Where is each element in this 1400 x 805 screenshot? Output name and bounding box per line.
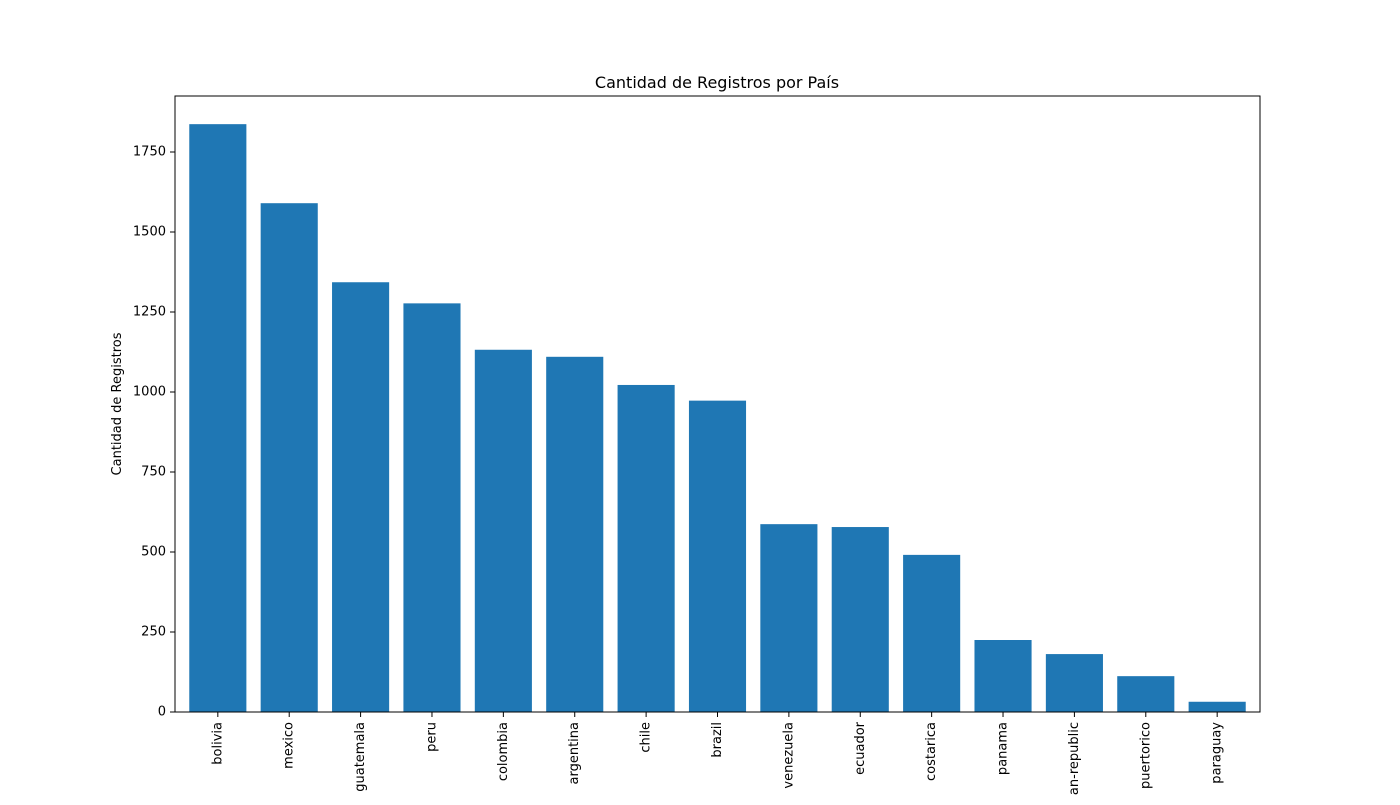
y-tick-label: 1000 — [133, 385, 166, 400]
x-axis: bolivia mexico guatemala peru colombia argent… — [210, 712, 1225, 795]
x-tick-label: chile — [639, 722, 654, 753]
x-tick-label: paraguay — [1210, 722, 1225, 784]
y-tick-label: 500 — [141, 545, 166, 560]
x-tick-label: ecuador — [853, 721, 868, 775]
bar-argentina — [546, 356, 604, 712]
bar-costarica — [903, 554, 961, 712]
plot-frame — [174, 95, 1261, 713]
x-tick-label: bolivia — [210, 722, 225, 765]
y-axis-label: Cantidad de Registros — [110, 332, 125, 475]
x-tick-label: peru — [424, 722, 439, 752]
x-tick-label: puertorico — [1138, 722, 1153, 789]
bar-ecuador — [831, 527, 889, 712]
y-tick-label: 750 — [141, 465, 166, 480]
bar-guatemala — [332, 282, 390, 712]
bar-paraguay — [1188, 701, 1246, 712]
chart-title: Cantidad de Registros por País — [595, 73, 839, 92]
x-tick-label: guatemala — [353, 722, 368, 792]
bar-bolivia — [189, 124, 247, 712]
y-tick-label: 1500 — [133, 225, 166, 240]
y-tick-label: 1750 — [133, 145, 166, 160]
bar-chile — [617, 384, 675, 712]
x-tick-label: brazil — [710, 722, 725, 758]
x-tick-label: colombia — [496, 722, 511, 781]
bar-colombia — [474, 349, 532, 712]
bars-layer — [189, 124, 1246, 712]
x-tick-label: costarica — [924, 722, 939, 781]
y-tick-label: 250 — [141, 625, 166, 640]
bar-puertorico — [1117, 676, 1175, 712]
bar-panama — [974, 640, 1032, 712]
x-tick-label: argentina — [567, 722, 582, 785]
bar-an-republic — [1045, 654, 1103, 712]
y-axis: 0 250 500 750 1000 1250 1500 1750 — [133, 145, 175, 720]
bar-venezuela — [760, 524, 818, 712]
x-tick-label: mexico — [282, 722, 297, 769]
y-tick-label: 1250 — [133, 305, 166, 320]
x-tick-label: an-republic — [1067, 722, 1082, 795]
bar-brazil — [688, 400, 747, 712]
bar-mexico — [260, 203, 318, 712]
x-tick-label: venezuela — [781, 722, 796, 789]
y-tick-label: 0 — [158, 705, 166, 720]
bar-peru — [403, 303, 461, 712]
x-tick-label: panama — [996, 722, 1011, 775]
